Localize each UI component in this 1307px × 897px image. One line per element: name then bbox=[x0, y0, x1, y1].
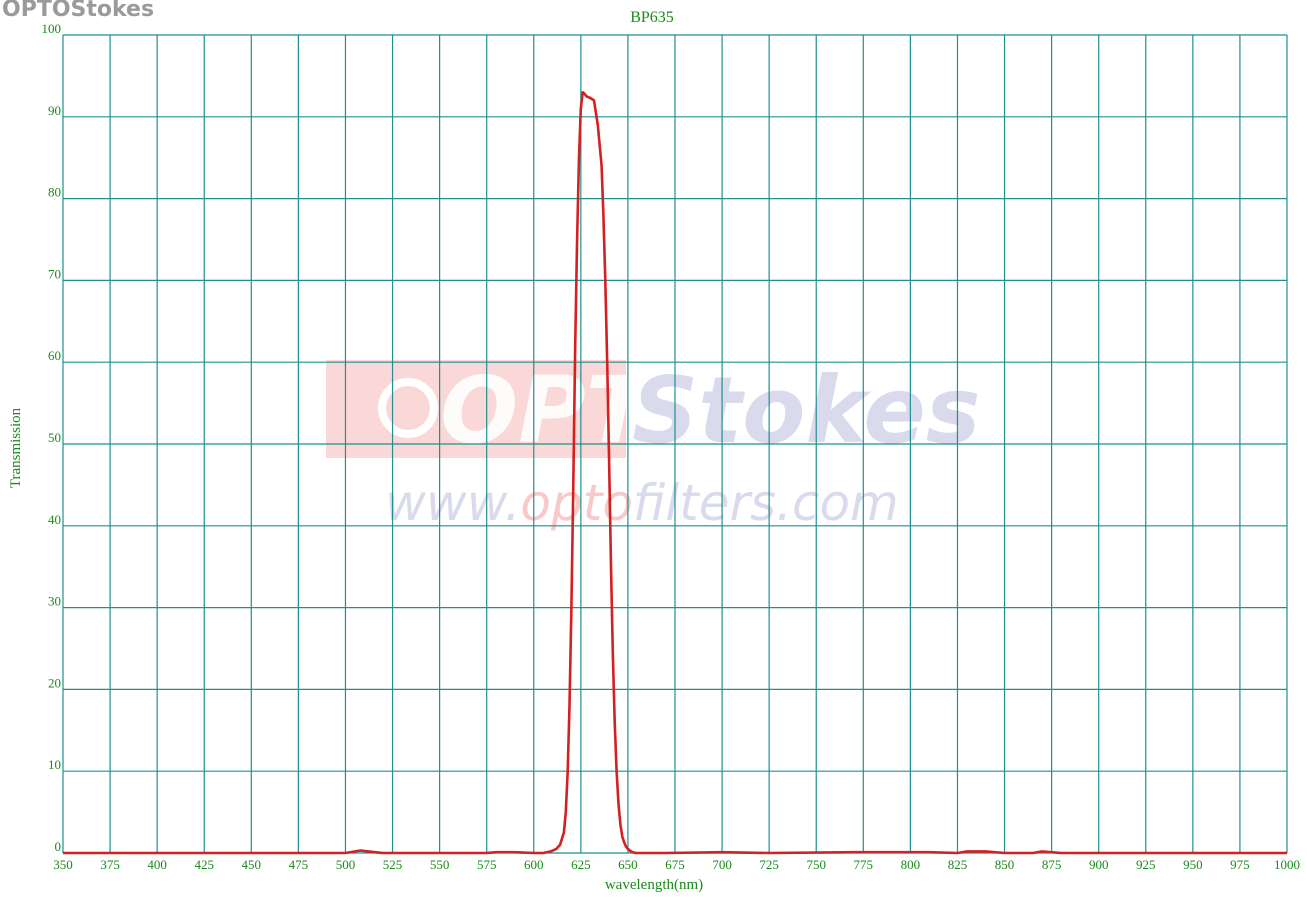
x-axis-label: wavelength(nm) bbox=[605, 877, 703, 893]
x-tick-label: 650 bbox=[618, 857, 638, 872]
watermark-url-part-3: filters.com bbox=[633, 474, 899, 532]
x-tick-label: 475 bbox=[289, 857, 309, 872]
y-tick-label: 70 bbox=[48, 266, 61, 281]
x-tick-label: 500 bbox=[336, 857, 356, 872]
y-tick-label: 40 bbox=[48, 512, 61, 527]
x-tick-label: 600 bbox=[524, 857, 544, 872]
x-tick-label: 850 bbox=[995, 857, 1015, 872]
x-tick-label: 425 bbox=[194, 857, 214, 872]
watermark-lens-icon bbox=[378, 378, 438, 438]
series-curves bbox=[63, 91, 1287, 855]
x-tick-label: 975 bbox=[1230, 857, 1250, 872]
y-tick-label: 80 bbox=[48, 185, 61, 200]
chart-title: BP635 bbox=[630, 9, 674, 26]
y-axis-label: Transmission bbox=[8, 407, 24, 488]
brand-logo-text: OPTOStokes bbox=[2, 0, 155, 22]
watermark-logo-right: Stokes bbox=[632, 357, 981, 464]
x-tick-label: 800 bbox=[901, 857, 921, 872]
watermark-url-part-1: www. bbox=[385, 474, 520, 532]
series-line bbox=[63, 91, 1287, 855]
y-tick-label: 10 bbox=[48, 757, 61, 772]
x-tick-label: 525 bbox=[383, 857, 403, 872]
x-tick-label: 375 bbox=[100, 857, 120, 872]
x-tick-label: 550 bbox=[430, 857, 450, 872]
x-tick-label: 575 bbox=[477, 857, 497, 872]
x-tick-label: 950 bbox=[1183, 857, 1203, 872]
x-tick-label: 900 bbox=[1089, 857, 1109, 872]
x-tick-label: 925 bbox=[1136, 857, 1156, 872]
x-tick-label: 875 bbox=[1042, 857, 1062, 872]
y-tick-label: 50 bbox=[48, 430, 61, 445]
x-tick-label: 775 bbox=[854, 857, 874, 872]
y-tick-label: 100 bbox=[42, 21, 62, 36]
x-tick-labels: 350 375 400 425 450 475 500 525 550 575 600 625 650 6… bbox=[53, 857, 1300, 872]
watermark-logo-left: OPTO bbox=[440, 357, 727, 464]
x-tick-label: 350 bbox=[53, 857, 73, 872]
y-tick-label: 30 bbox=[48, 594, 61, 609]
x-tick-label: 625 bbox=[571, 857, 591, 872]
y-tick-label: 0 bbox=[55, 839, 62, 854]
watermark-url-part-2: opto bbox=[520, 474, 633, 532]
grid-lines bbox=[62, 34, 1288, 854]
x-tick-label: 700 bbox=[712, 857, 732, 872]
y-tick-label: 90 bbox=[48, 103, 61, 118]
watermark: OPTO Stokes www.optofilters.com bbox=[326, 357, 981, 532]
watermark-url: www.optofilters.com bbox=[385, 474, 899, 532]
x-tick-label: 725 bbox=[759, 857, 779, 872]
y-tick-label: 60 bbox=[48, 348, 61, 363]
y-tick-labels: 0 10 20 30 40 50 60 70 80 90 100 bbox=[42, 21, 62, 854]
y-tick-label: 20 bbox=[48, 675, 61, 690]
x-tick-label: 450 bbox=[242, 857, 262, 872]
x-tick-label: 400 bbox=[147, 857, 167, 872]
x-tick-label: 1000 bbox=[1274, 857, 1300, 872]
x-tick-label: 750 bbox=[806, 857, 826, 872]
x-tick-label: 675 bbox=[665, 857, 685, 872]
x-tick-label: 825 bbox=[948, 857, 968, 872]
